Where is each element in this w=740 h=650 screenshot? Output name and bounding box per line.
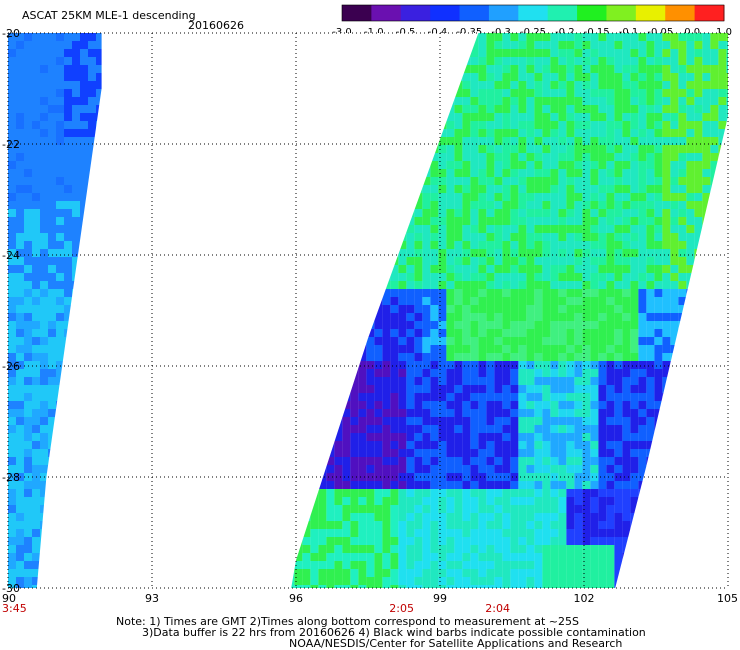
note-line-2: 3)Data buffer is 22 hrs from 20160626 4)… xyxy=(142,626,646,639)
colorbar xyxy=(341,4,725,22)
colorbar-swatch xyxy=(694,5,725,21)
colorbar-swatch xyxy=(665,5,696,21)
colorbar-label: -1.0 xyxy=(364,27,384,38)
map-date: 20160626 xyxy=(188,19,244,32)
colorbar-swatch xyxy=(459,5,490,21)
lon-label: 105 xyxy=(717,592,738,605)
colorbar-label: -3.0 xyxy=(332,27,352,38)
lon-label: 90 xyxy=(2,592,16,605)
colorbar-swatch xyxy=(430,5,461,21)
time-label: 2:04 xyxy=(485,602,510,615)
longitude-labels: 90 93 96 99 102 105 xyxy=(2,592,738,605)
lon-label: 93 xyxy=(145,592,159,605)
time-label: 2:05 xyxy=(389,602,414,615)
colorbar-swatch xyxy=(342,5,372,21)
lat-label: -30 xyxy=(2,582,20,595)
colorbar-swatch xyxy=(547,5,578,21)
lat-label: -20 xyxy=(2,27,20,40)
lat-label: -26 xyxy=(2,360,20,373)
map-title: ASCAT 25KM MLE-1 descending xyxy=(22,9,196,22)
colorbar-swatch xyxy=(371,5,402,21)
lon-label: 96 xyxy=(289,592,303,605)
lat-label: -28 xyxy=(2,471,20,484)
note-line-3: NOAA/NESDIS/Center for Satellite Applica… xyxy=(289,637,622,650)
note-line-1: Note: 1) Times are GMT 2)Times along bot… xyxy=(116,615,579,628)
colorbar-label: -0.4 xyxy=(428,27,448,38)
latitude-labels: -20 -22 -24 -26 -28 -30 xyxy=(2,27,20,595)
colorbar-swatch xyxy=(518,5,549,21)
lat-lon-grid xyxy=(7,32,729,589)
lon-label: 99 xyxy=(433,592,447,605)
colorbar-label: -0.3 xyxy=(491,27,511,38)
lat-label: -24 xyxy=(2,249,20,262)
colorbar-swatch xyxy=(577,5,607,21)
colorbar-label: -0.35 xyxy=(456,27,482,38)
lat-label: -22 xyxy=(2,138,20,151)
lon-label: 102 xyxy=(574,592,595,605)
time-labels: 3:45 2:05 2:04 xyxy=(2,602,510,615)
colorbar-label: -0.5 xyxy=(396,27,416,38)
colorbar-swatch xyxy=(400,5,431,21)
colorbar-swatch xyxy=(606,5,637,21)
time-label: 3:45 xyxy=(2,602,27,615)
colorbar-swatch xyxy=(635,5,666,21)
colorbar-swatch xyxy=(488,5,519,21)
